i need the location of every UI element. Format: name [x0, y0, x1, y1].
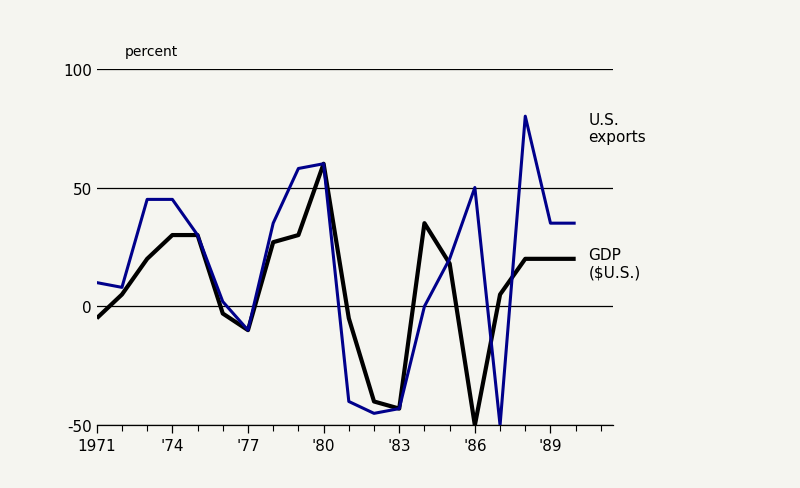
Text: GDP
($U.S.): GDP ($U.S.)	[588, 248, 641, 280]
Text: U.S.
exports: U.S. exports	[588, 113, 646, 145]
Text: percent: percent	[125, 45, 178, 59]
